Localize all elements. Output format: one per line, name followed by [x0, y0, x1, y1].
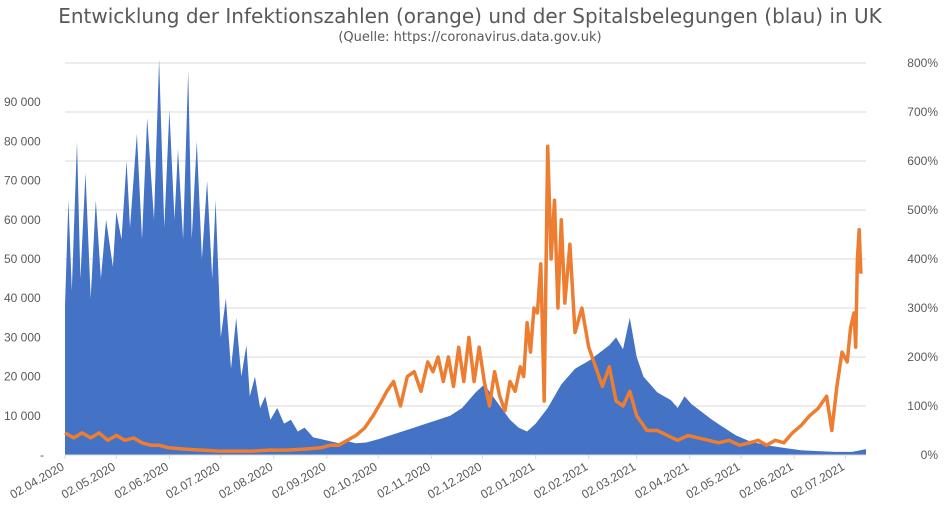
right-tick-label: 800%	[907, 56, 938, 70]
x-tick-label: 02.05.2020	[59, 459, 118, 501]
right-tick-label: 700%	[907, 105, 938, 119]
x-tick-label: 02.04.2021	[632, 459, 691, 501]
left-tick-label: 90 000	[4, 95, 41, 109]
right-tick-label: 500%	[907, 203, 938, 217]
left-tick-label: 70 000	[4, 174, 41, 188]
right-tick-label: 0%	[921, 448, 939, 462]
x-tick-label: 02.01.2021	[478, 459, 537, 501]
x-tick-label: 02.03.2021	[579, 459, 638, 501]
x-tick-label: 02.06.2020	[112, 459, 171, 501]
x-tick-label: 02.05.2021	[684, 459, 743, 501]
left-tick-label: 40 000	[4, 291, 41, 305]
left-tick-label: 10 000	[4, 409, 41, 423]
chart-subtitle: (Quelle: https://coronavirus.data.gov.uk…	[338, 30, 602, 45]
left-tick-label: -	[40, 448, 44, 462]
x-tick-label: 02.10.2020	[321, 459, 380, 501]
chart-title: Entwicklung der Infektionszahlen (orange…	[58, 4, 882, 28]
x-tick-label: 02.04.2020	[7, 459, 66, 501]
x-tick-label: 02.07.2020	[163, 459, 222, 501]
left-axis-ticks: - 10 000 20 000 30 000 40 000 50 000 60 000 70 …	[4, 95, 44, 462]
x-tick-label: 02.11.2020	[375, 459, 434, 501]
right-tick-label: 300%	[907, 301, 938, 315]
x-tick-label: 02.12.2020	[425, 459, 484, 501]
left-tick-label: 20 000	[4, 370, 41, 384]
infection-rate-line	[64, 144, 863, 453]
x-tick-label: 02.09.2020	[269, 459, 328, 501]
right-tick-label: 200%	[907, 350, 938, 364]
left-tick-label: 60 000	[4, 213, 41, 227]
left-tick-label: 30 000	[4, 330, 41, 344]
x-tick-label: 02.07.2021	[788, 459, 847, 501]
left-tick-label: 50 000	[4, 252, 41, 266]
right-tick-label: 600%	[907, 154, 938, 168]
right-tick-label: 400%	[907, 252, 938, 266]
x-tick-label: 02.08.2020	[216, 459, 275, 501]
hospital-occupancy-area	[65, 59, 866, 455]
right-tick-label: 100%	[907, 399, 938, 413]
left-tick-label: 80 000	[4, 134, 41, 148]
x-tick-label: 02.06.2021	[737, 459, 796, 501]
x-axis-ticks: 02.04.202002.05.202002.06.202002.07.2020…	[7, 455, 847, 502]
right-axis-ticks: 0% 100% 200% 300% 400% 500% 600% 700% 800%	[907, 56, 938, 462]
